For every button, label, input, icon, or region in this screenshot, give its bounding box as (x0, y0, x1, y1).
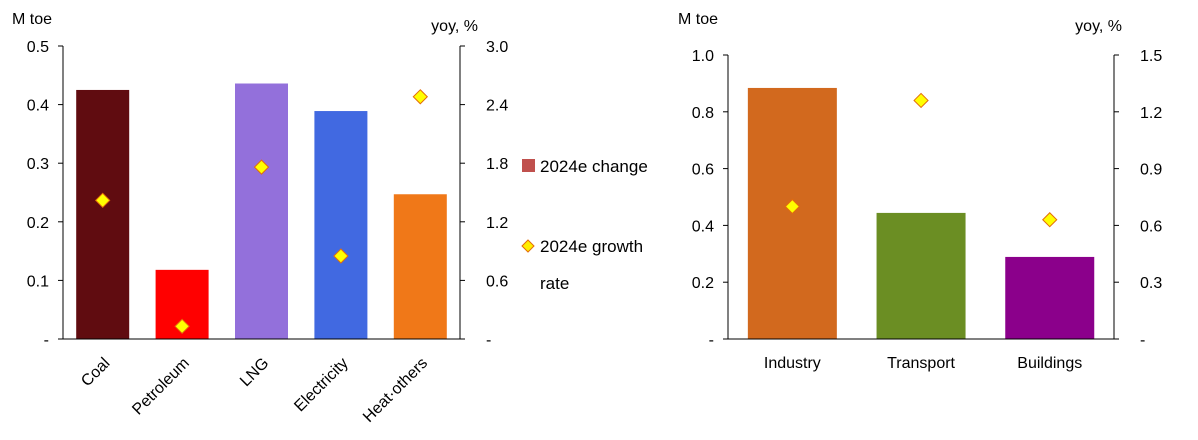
chart-2-left-ticks: - 0.2 0.4 0.6 0.8 1.0 (692, 48, 728, 349)
right-tick-label: 3.0 (486, 39, 508, 56)
legend-marker-label-line1: 2024e growth (540, 237, 643, 256)
growth-rate-marker (412, 89, 429, 105)
left-tick-label: 0.3 (27, 156, 49, 173)
category-label: LNG (237, 355, 272, 390)
chart-2-right-ticks: - 0.3 0.6 0.9 1.2 1.5 (1114, 48, 1162, 349)
left-tick-label: 0.5 (27, 39, 49, 56)
bar-electricity (314, 111, 368, 340)
right-tick-label: 1.5 (1140, 48, 1162, 65)
chart-2-bars (747, 87, 1095, 339)
right-tick-label: - (486, 332, 491, 349)
chart-2-left-axis-label: M toe (678, 11, 718, 28)
category-label: Industry (764, 355, 821, 372)
left-tick-label: 1.0 (692, 48, 714, 65)
left-tick-label: 0.4 (27, 98, 49, 115)
chart-1-bars (76, 83, 447, 340)
growth-rate-marker (913, 92, 929, 109)
bar-transport (876, 212, 966, 339)
bar-heat-others (393, 194, 447, 339)
category-label: Coal (78, 355, 113, 390)
left-tick-label: 0.4 (692, 218, 714, 235)
left-tick-label: - (709, 332, 714, 349)
growth-rate-marker (784, 198, 801, 215)
growth-rate-marker (94, 192, 111, 209)
growth-rate-marker (333, 248, 349, 264)
left-tick-label: 0.1 (27, 273, 49, 290)
category-label: Buildings (1017, 355, 1082, 372)
right-tick-label: 2.4 (486, 98, 508, 115)
bar-buildings (1005, 256, 1095, 339)
category-label: Petroleum (129, 355, 193, 419)
chart-2-right-axis-label: yoy, % (1075, 18, 1122, 35)
right-tick-label: - (1140, 332, 1145, 349)
chart-1-markers (94, 89, 429, 335)
right-tick-label: 0.9 (1140, 162, 1162, 179)
legend-bar-swatch (522, 159, 535, 172)
category-label: Transport (887, 355, 955, 372)
legend: 2024e change 2024e growth rate (521, 157, 648, 293)
left-tick-label: 0.6 (692, 162, 714, 179)
legend-diamond-icon (521, 239, 535, 253)
right-tick-label: 0.3 (1140, 275, 1162, 292)
legend-marker-label-line2: rate (540, 274, 569, 293)
category-label: Heat·others (360, 355, 431, 426)
bar-coal (76, 89, 130, 339)
chart-1-left-ticks: - 0.1 0.2 0.3 0.4 0.5 (27, 39, 63, 349)
legend-bar-label: 2024e change (540, 157, 648, 176)
chart-1-right-ticks: - 0.6 1.2 1.8 2.4 3.0 (460, 39, 508, 349)
chart-1: M toe yoy, % - 0.1 0.2 0.3 0.4 0.5 - 0.6 1.2 1.8… (12, 11, 508, 426)
chart-1-category-labels: Coal Petroleum LNG Electricity Heat·others (78, 355, 431, 426)
chart-1-left-axis-label: M toe (12, 11, 52, 28)
right-tick-label: 1.2 (1140, 105, 1162, 122)
left-tick-label: 0.8 (692, 105, 714, 122)
left-tick-label: 0.2 (27, 215, 49, 232)
right-tick-label: 0.6 (486, 273, 508, 290)
growth-rate-marker (253, 159, 270, 175)
left-tick-label: - (44, 332, 49, 349)
left-tick-label: 0.2 (692, 275, 714, 292)
growth-rate-marker (1042, 212, 1058, 228)
chart-1-right-axis-label: yoy, % (431, 18, 478, 35)
chart-2-markers (784, 92, 1058, 228)
growth-rate-marker (174, 318, 190, 335)
chart-2-category-labels: Industry Transport Buildings (764, 355, 1082, 372)
right-tick-label: 0.6 (1140, 218, 1162, 235)
right-tick-label: 1.2 (486, 215, 508, 232)
category-label: Electricity (291, 355, 351, 415)
right-tick-label: 1.8 (486, 156, 508, 173)
chart-2: M toe yoy, % - 0.2 0.4 0.6 0.8 1.0 - 0.3 0.6 0.9… (678, 11, 1162, 372)
bar-lng (235, 83, 288, 339)
